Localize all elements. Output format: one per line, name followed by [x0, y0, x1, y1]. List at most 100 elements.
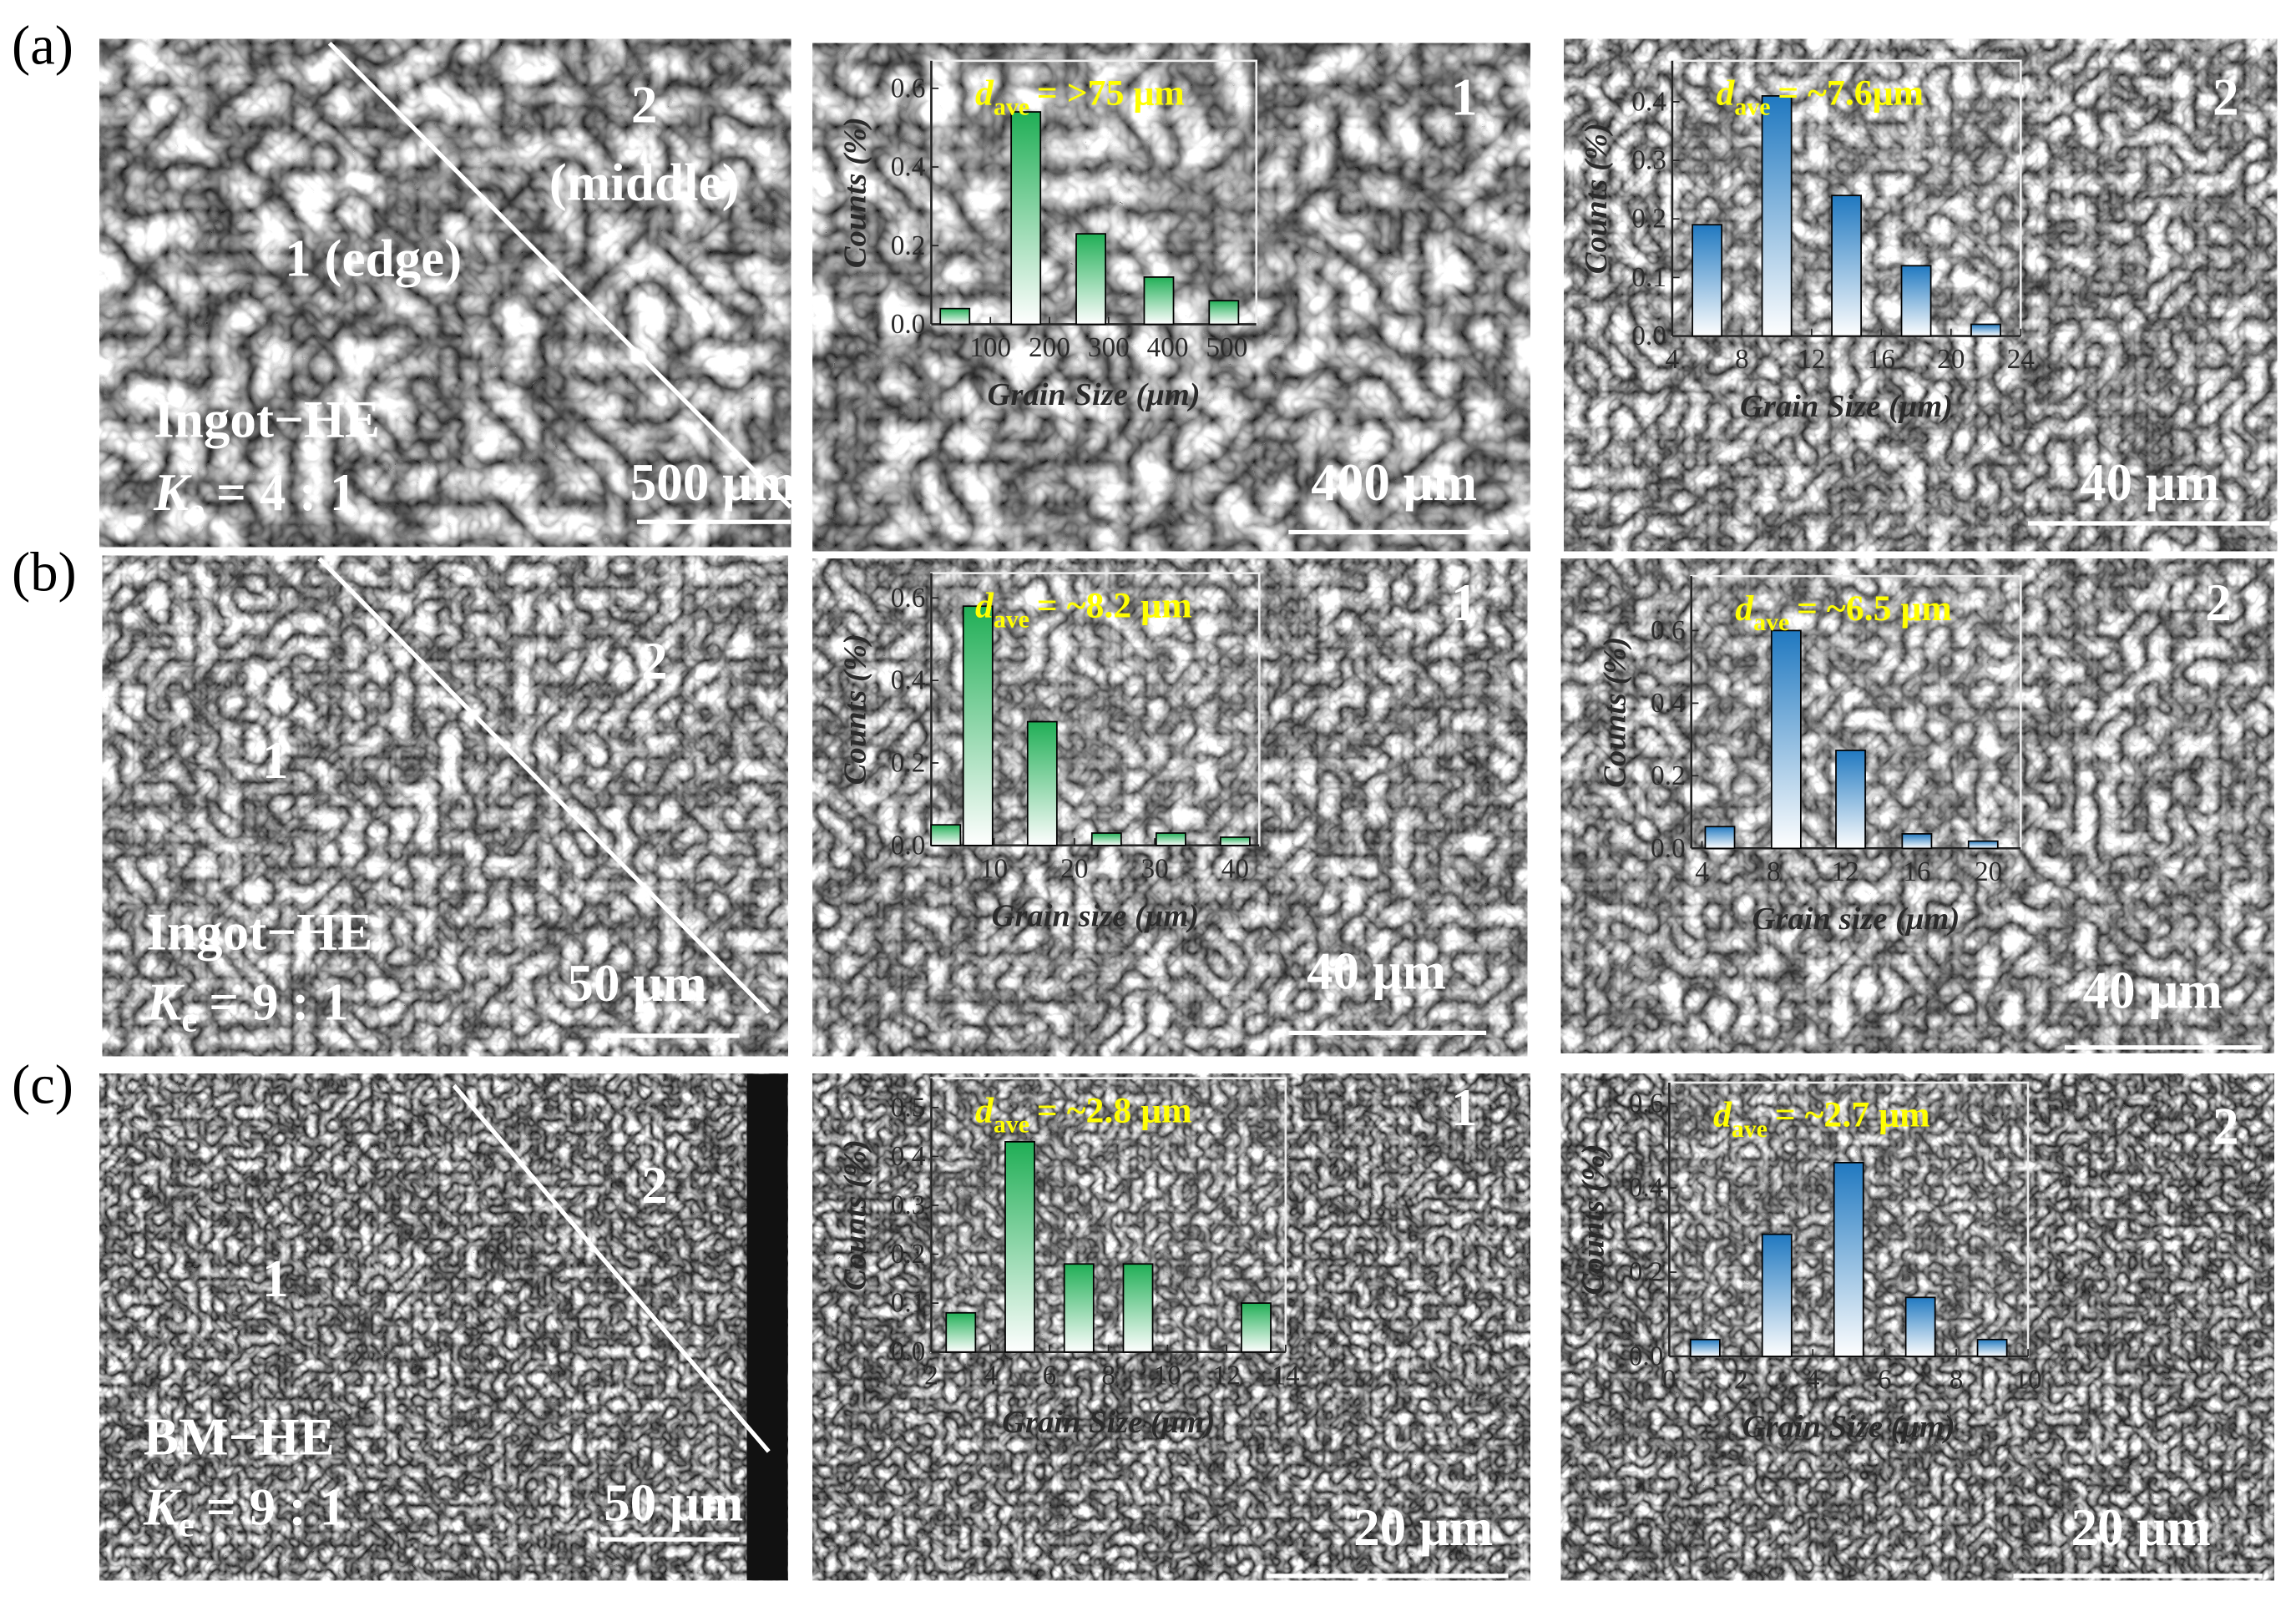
bar	[1122, 1263, 1154, 1353]
x-tick-label: 10	[980, 853, 1008, 884]
y-tick-label: 0.3	[891, 1190, 926, 1221]
bar	[1833, 1161, 1864, 1357]
bar	[1967, 840, 1999, 850]
y-tick-label: 0.0	[1629, 1341, 1664, 1371]
x-tick-label: 6	[1878, 1365, 1892, 1396]
annotation-symbol: d	[1713, 1095, 1732, 1135]
bar	[1219, 836, 1251, 846]
average-grain-size: dave = ~2.7 μm	[1713, 1095, 1930, 1143]
y-axis-label: Counts (%)	[838, 117, 873, 268]
annotation-subscript: ave	[994, 606, 1029, 634]
region-label: 2	[641, 1156, 668, 1215]
y-tick-label: 0.0	[1631, 321, 1666, 351]
bar	[939, 307, 971, 326]
x-tick-label: 12	[1798, 344, 1825, 375]
x-tick-label: 100	[969, 332, 1011, 363]
annotation-subscript: ave	[1753, 609, 1789, 636]
annotation-subscript: ave	[1734, 93, 1770, 121]
sem-edge	[746, 1073, 788, 1581]
annotation-subscript: ave	[994, 93, 1029, 121]
annotation-symbol: d	[975, 1090, 994, 1130]
x-tick-label: 20	[1937, 344, 1965, 375]
bar	[1063, 1263, 1095, 1353]
ke-ratio: = 9 : 1	[209, 973, 348, 1032]
sem-image	[99, 38, 791, 548]
y-tick-label: 0.2	[891, 230, 926, 261]
bar	[962, 605, 994, 846]
sample-label: BM−HE	[144, 1407, 335, 1466]
ke-label: Ke = 9 : 1	[143, 1478, 346, 1545]
bar	[1241, 1302, 1272, 1353]
bar	[1704, 826, 1736, 850]
histogram-inset: 0.0 0.2 0.4 0.6 0 2 4 6 8 10 Counts (%) Grain Size …	[1575, 1081, 2042, 1444]
x-tick-label: 500	[1206, 332, 1247, 363]
y-tick-label: 0.0	[1651, 833, 1686, 864]
bar	[1010, 111, 1042, 326]
histogram-inset: 0.0 0.1 0.2 0.3 0.4 4 8 12 16 20 24 Counts (%) Grain…	[1579, 59, 2036, 424]
bar	[1761, 95, 1793, 337]
x-tick-label: 4	[1806, 1365, 1820, 1396]
x-tick-label: 20	[1975, 856, 2002, 887]
ke-symbol: K	[143, 1478, 182, 1537]
bar	[945, 1311, 977, 1353]
y-tick-label: 0.1	[891, 1288, 926, 1319]
region-label: 1 (edge)	[285, 230, 462, 288]
x-axis-label: Grain Size (μm)	[1002, 1405, 1215, 1440]
x-tick-label: 8	[1735, 344, 1749, 375]
x-tick-label: 24	[2007, 344, 2036, 375]
annotation-subscript: ave	[1732, 1115, 1768, 1143]
annotation-symbol: d	[975, 585, 994, 625]
ke-ratio: = 9 : 1	[206, 1478, 346, 1537]
histogram-inset: 0.0 0.2 0.4 0.6 10 20 30 40 Counts (%) Grain size…	[838, 572, 1261, 933]
ke-symbol: K	[153, 463, 192, 522]
sample-label: Ingot−HE	[146, 902, 372, 961]
ke-label: Ke = 9 : 1	[145, 973, 348, 1040]
ke-ratio: = 4 : 1	[216, 463, 356, 522]
bar	[1689, 1338, 1721, 1357]
x-tick-label: 4	[984, 1360, 998, 1391]
x-tick-label: 8	[1950, 1365, 1964, 1396]
y-tick-label: 0.6	[1629, 1088, 1664, 1119]
bar	[1075, 233, 1106, 326]
annotation-symbol: d	[975, 73, 994, 113]
y-axis-label: Counts (%)	[1598, 637, 1633, 788]
bar	[1692, 224, 1723, 337]
x-tick-label: 30	[1140, 853, 1168, 884]
scale-bar-label: 40 μm	[2082, 962, 2222, 1020]
panel-label: (c)	[12, 1055, 73, 1116]
x-axis-label: Grain Size (μm)	[1740, 389, 1953, 424]
x-axis-label: Grain size (μm)	[1752, 901, 1960, 937]
scale-bar-label: 20 μm	[1353, 1498, 1493, 1557]
y-tick-label: 0.2	[891, 748, 926, 779]
bar	[930, 824, 962, 846]
annotation-text: = >75 μm	[1037, 73, 1185, 113]
bar	[1770, 629, 1802, 850]
annotation-text: = ~8.2 μm	[1037, 585, 1192, 625]
ke-label: Ke = 4 : 1	[153, 463, 356, 530]
ke-symbol: K	[145, 973, 185, 1032]
x-tick-label: 40	[1221, 853, 1249, 884]
region-label: 1	[262, 1250, 289, 1308]
x-tick-label: 12	[1831, 856, 1859, 887]
region-label: 2	[631, 75, 658, 134]
annotation-symbol: d	[1735, 588, 1754, 629]
bar	[1090, 832, 1122, 846]
region-label: 1	[1451, 68, 1478, 127]
x-tick-label: 8	[1767, 856, 1781, 887]
region-label: 1	[1451, 573, 1478, 632]
histogram-inset: 0.0 0.2 0.4 0.6 100 200 300 400 500 Counts (%) Gra…	[838, 59, 1258, 412]
annotations: (a) 2 (middle) 1 (edge) Ingot−HE Ke = 4 : 1 500…	[12, 15, 2270, 1578]
x-tick-label: 400	[1147, 332, 1189, 363]
y-tick-label: 0.4	[1651, 688, 1686, 719]
y-tick-label: 0.2	[1631, 204, 1666, 235]
annotation-symbol: d	[1716, 73, 1735, 113]
bar	[1904, 1296, 1936, 1357]
bar	[1026, 720, 1058, 846]
x-tick-label: 10	[1154, 1360, 1181, 1391]
y-tick-label: 0.0	[891, 309, 926, 340]
x-tick-label: 20	[1060, 853, 1088, 884]
bar	[1761, 1233, 1793, 1357]
average-grain-size: dave = ~7.6μm	[1716, 73, 1924, 120]
bar	[1970, 323, 2001, 337]
y-tick-label: 0.1	[1631, 262, 1666, 293]
